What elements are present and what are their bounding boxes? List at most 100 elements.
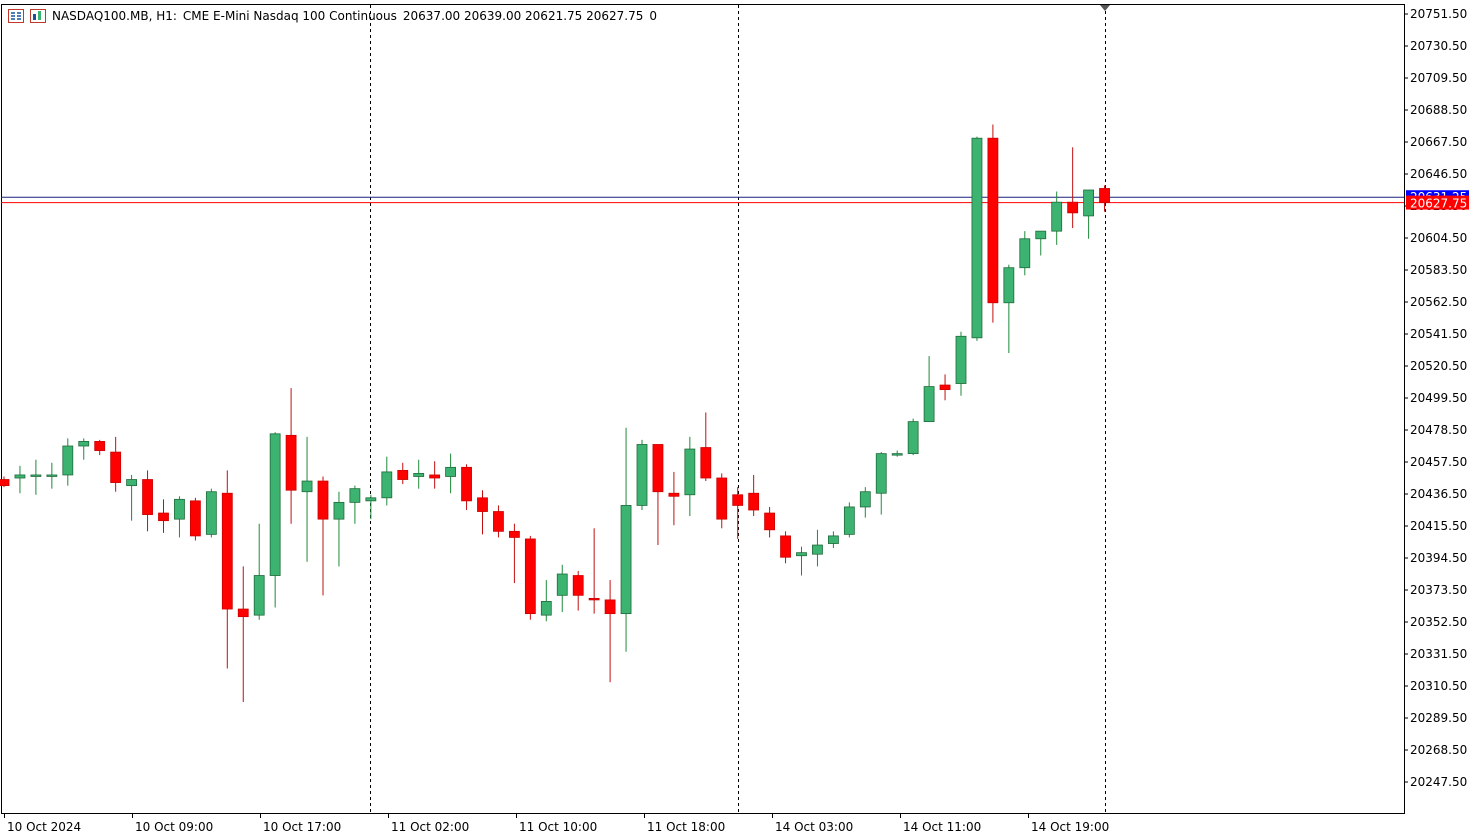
candle-body [126,479,137,487]
volume-value: 0 [649,9,658,23]
x-tick-label: 11 Oct 02:00 [391,820,469,834]
y-tick-label: 20562.50 [1410,295,1467,309]
x-tick-label: 14 Oct 19:00 [1031,820,1109,834]
y-tick-label: 20247.50 [1410,775,1467,789]
candle-body [110,451,122,483]
y-tick-label: 20646.50 [1410,167,1467,181]
candle-body [237,608,249,618]
y-tick-label: 20520.50 [1410,359,1467,373]
current-price-label [1406,195,1469,210]
candle-body [955,335,967,384]
candle-body [939,384,951,391]
candle-body [875,453,887,494]
candle-body [636,444,648,506]
candle-body [269,433,281,576]
candle-body [907,421,919,455]
candle-body [604,599,616,615]
y-tick-label: 20751.50 [1410,7,1467,21]
candle-body [588,597,600,601]
y-tick-label: 20583.50 [1410,263,1467,277]
candle-body [94,441,106,451]
candle-body [62,445,74,476]
candle-body [493,511,504,532]
candle-body [891,453,903,456]
x-tick-label: 11 Oct 10:00 [519,820,597,834]
candle-body [78,441,90,447]
candle-body [843,506,855,535]
y-tick-label: 20394.50 [1410,551,1467,565]
y-tick-label: 20373.50 [1410,583,1467,597]
candle-body [333,501,345,520]
y-tick-label: 20541.50 [1410,327,1467,341]
candle-body [620,505,632,615]
candle-body [14,474,26,479]
candle-body [923,386,935,423]
candle-body [365,497,377,502]
candle-body [285,434,297,491]
instrument-description: CME E-Mini Nasdaq 100 Continuous [182,9,397,23]
x-tick-label: 10 Oct 2024 [7,820,81,834]
candle-body [828,535,839,544]
y-tick-label: 20331.50 [1410,647,1467,661]
y-tick-label: 20352.50 [1410,615,1467,629]
y-tick-label: 20289.50 [1410,711,1467,725]
candle-body [508,530,520,538]
y-tick-label: 20268.50 [1410,743,1467,757]
x-tick-label: 11 Oct 18:00 [647,820,725,834]
x-tick-label: 10 Oct 09:00 [135,820,213,834]
candle-body [205,491,217,535]
y-tick-label: 20415.50 [1410,519,1467,533]
candle-body [987,137,999,304]
candle-body [253,575,265,616]
candle-body [381,471,393,499]
candle-body [796,552,807,557]
y-tick-label: 20730.50 [1410,39,1467,53]
symbol-label: NASDAQ100.MB, H1: [52,9,177,23]
candle-body [461,466,472,502]
candle-body [684,448,696,496]
candle-body [1035,230,1047,240]
candle-body [572,575,584,596]
candle-body [429,474,441,479]
candle-body [540,601,552,616]
x-tick-label: 14 Oct 03:00 [775,820,853,834]
plot-frame [1,4,1405,814]
candle-body [1067,201,1079,214]
candle-body [301,480,313,493]
y-tick-label: 20457.50 [1410,455,1467,469]
y-tick-label: 20604.50 [1410,231,1467,245]
candle-body [445,466,457,477]
x-tick-label: 10 Oct 17:00 [263,820,341,834]
chart-window-icon[interactable] [30,9,46,23]
candle-body [716,477,728,520]
y-tick-label: 20709.50 [1410,71,1467,85]
candle-body [524,538,536,615]
candle-body [668,492,680,497]
candle-body [971,137,983,339]
candle-body [812,544,823,555]
chart-header: NASDAQ100.MB, H1: CME E-Mini Nasdaq 100 … [8,9,657,23]
candle-body [142,479,153,515]
candle-body [317,480,329,520]
candle-body [652,444,664,493]
candle-body [30,474,42,477]
candle-body [1019,238,1031,269]
candle-body [221,492,233,610]
candle-body [413,473,425,477]
y-tick-label: 20478.50 [1410,423,1467,437]
y-tick-label: 20310.50 [1410,679,1467,693]
menu-list-icon[interactable] [8,9,24,23]
candle-body [859,491,871,508]
shift-marker-icon[interactable] [1100,5,1110,11]
candle-body [556,573,568,596]
current-price-text: 20627.75 [1410,197,1467,211]
candle-body [732,494,744,506]
candle-body [1083,189,1094,217]
candle-body [174,498,185,520]
y-tick-label: 20667.50 [1410,135,1467,149]
candle-body [1003,267,1015,304]
candle-body [349,488,361,503]
candle-body [1051,201,1063,232]
y-tick-label: 20436.50 [1410,487,1467,501]
